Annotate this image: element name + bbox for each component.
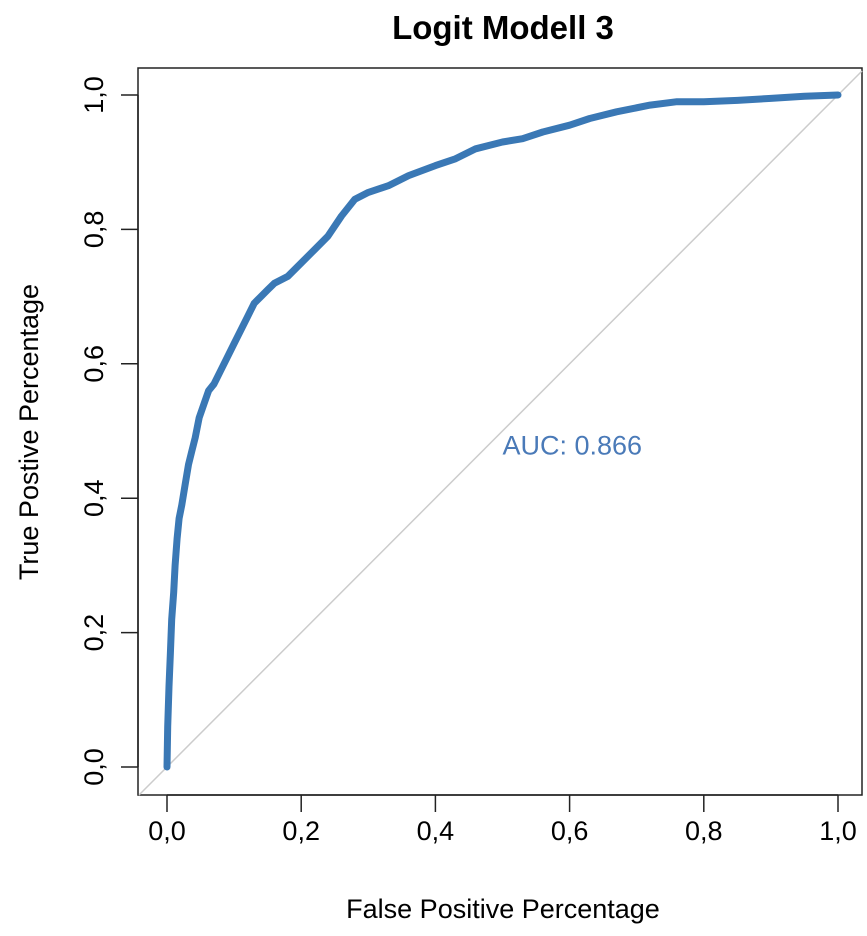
x-tick-label: 0,4 bbox=[417, 816, 455, 846]
roc-curve-line-0 bbox=[163, 91, 842, 771]
x-tick-label: 0,8 bbox=[685, 816, 723, 846]
y-tick-label: 0,0 bbox=[79, 748, 109, 786]
roc-curve-group bbox=[163, 91, 842, 771]
reference-diagonal-group bbox=[138, 70, 863, 796]
x-tick-label: 1,0 bbox=[819, 816, 857, 846]
x-tick-label: 0,2 bbox=[282, 816, 320, 846]
plot-frame bbox=[137, 67, 863, 796]
chart-title: Logit Modell 3 bbox=[392, 9, 614, 46]
y-tick-label: 0,8 bbox=[79, 211, 109, 249]
y-tick-label: 0,6 bbox=[79, 345, 109, 383]
x-tick-label: 0,0 bbox=[148, 816, 186, 846]
x-axis-label: False Positive Percentage bbox=[346, 894, 660, 924]
x-axis: 0,0 0,2 0,4 0,6 0,8 1,0 bbox=[148, 794, 857, 846]
y-axis-label: True Postive Percentage bbox=[14, 284, 44, 580]
auc-annotation: AUC: 0.866 bbox=[503, 430, 643, 460]
y-tick-label: 0,2 bbox=[79, 614, 109, 652]
reference-diagonal-line bbox=[138, 70, 863, 796]
y-axis: 0,0 0,2 0,4 0,6 0,8 1,0 bbox=[79, 76, 139, 786]
y-tick-label: 1,0 bbox=[79, 76, 109, 114]
x-tick-label: 0,6 bbox=[551, 816, 589, 846]
y-tick-label: 0,4 bbox=[79, 479, 109, 517]
